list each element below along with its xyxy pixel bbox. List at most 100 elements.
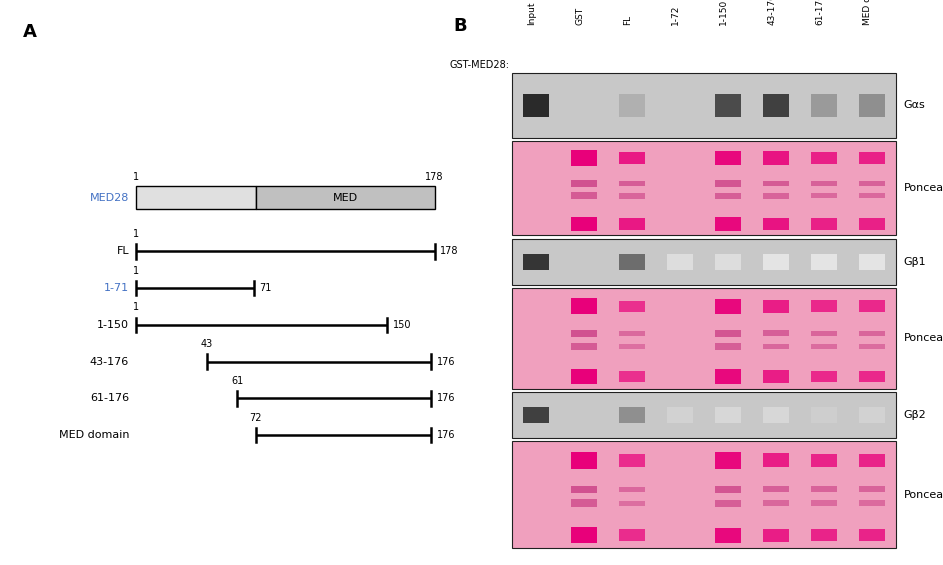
Bar — [811, 344, 837, 349]
Bar — [523, 407, 550, 423]
Bar — [715, 151, 741, 165]
Bar — [619, 344, 645, 349]
Text: 150: 150 — [392, 320, 411, 330]
Bar — [715, 343, 741, 350]
Bar — [811, 500, 837, 506]
Bar — [811, 94, 837, 117]
Bar — [571, 180, 598, 187]
Text: 61-176: 61-176 — [815, 0, 824, 25]
Text: 1: 1 — [133, 229, 139, 239]
Text: MED28: MED28 — [90, 193, 129, 203]
Text: 1: 1 — [133, 302, 139, 312]
Bar — [763, 407, 789, 423]
Bar — [859, 254, 885, 270]
Bar — [763, 299, 789, 313]
Bar — [811, 407, 837, 423]
Bar — [619, 407, 645, 423]
Text: 176: 176 — [437, 430, 455, 440]
Bar — [811, 300, 837, 312]
Bar — [619, 218, 645, 230]
Bar — [811, 193, 837, 198]
Bar — [811, 152, 837, 164]
Text: Gβ1: Gβ1 — [903, 257, 926, 267]
Bar — [715, 499, 741, 507]
Text: A: A — [23, 23, 37, 41]
Bar — [715, 330, 741, 337]
Text: 1-71: 1-71 — [104, 283, 129, 293]
Bar — [715, 94, 741, 117]
Text: GST: GST — [575, 7, 585, 25]
Bar — [512, 441, 896, 548]
Text: 43-176: 43-176 — [767, 0, 776, 25]
Text: 1-72: 1-72 — [671, 5, 680, 25]
Text: 178: 178 — [440, 246, 458, 257]
Bar — [619, 371, 645, 382]
Bar — [859, 371, 885, 383]
Bar — [763, 94, 789, 117]
Bar — [619, 193, 645, 198]
Bar — [811, 371, 837, 383]
Bar — [763, 151, 789, 164]
Bar — [571, 193, 598, 199]
Bar — [715, 453, 741, 468]
Bar — [811, 529, 837, 541]
Bar — [619, 529, 645, 541]
Bar — [512, 73, 896, 137]
Bar — [811, 254, 837, 270]
Text: 71: 71 — [259, 283, 272, 293]
Bar — [571, 330, 598, 337]
Bar — [619, 181, 645, 186]
Bar — [763, 218, 789, 231]
Bar — [667, 407, 693, 423]
Bar — [571, 452, 598, 469]
Bar — [763, 331, 789, 336]
Bar — [763, 344, 789, 349]
Bar — [859, 181, 885, 186]
Bar — [763, 193, 789, 199]
Text: B: B — [453, 17, 467, 35]
Bar — [859, 486, 885, 492]
Text: MED: MED — [333, 193, 357, 203]
Text: Ponceau-S: Ponceau-S — [903, 490, 943, 499]
Bar — [715, 298, 741, 314]
Text: MED domain: MED domain — [58, 430, 129, 440]
Bar — [512, 392, 896, 438]
Bar — [811, 486, 837, 492]
Bar — [571, 499, 598, 507]
Bar — [715, 370, 741, 384]
Bar — [136, 186, 256, 209]
Bar — [763, 371, 789, 383]
Bar — [859, 193, 885, 198]
Bar — [619, 301, 645, 312]
Text: 176: 176 — [437, 357, 455, 367]
Bar — [763, 500, 789, 506]
Bar — [715, 254, 741, 270]
Text: Gβ2: Gβ2 — [903, 410, 926, 420]
Bar — [811, 454, 837, 467]
Bar — [512, 141, 896, 236]
Bar — [715, 218, 741, 231]
Bar — [256, 186, 435, 209]
Text: 1-150: 1-150 — [720, 0, 728, 25]
Text: 61-176: 61-176 — [90, 393, 129, 403]
Bar — [571, 369, 598, 384]
Bar — [715, 528, 741, 543]
Bar — [619, 486, 645, 492]
Bar — [859, 407, 885, 423]
Bar — [571, 217, 598, 231]
Text: 43: 43 — [201, 339, 213, 349]
Bar — [619, 454, 645, 467]
Bar — [859, 152, 885, 164]
Text: 1-150: 1-150 — [97, 320, 129, 330]
Text: 1: 1 — [133, 172, 139, 182]
Bar — [512, 288, 896, 389]
Bar — [811, 181, 837, 186]
Text: 61: 61 — [231, 376, 243, 386]
Bar — [715, 486, 741, 493]
Bar — [859, 454, 885, 467]
Text: 43-176: 43-176 — [90, 357, 129, 367]
Text: MED domain: MED domain — [863, 0, 872, 25]
Bar — [619, 151, 645, 164]
Bar — [763, 486, 789, 492]
Bar — [859, 219, 885, 230]
